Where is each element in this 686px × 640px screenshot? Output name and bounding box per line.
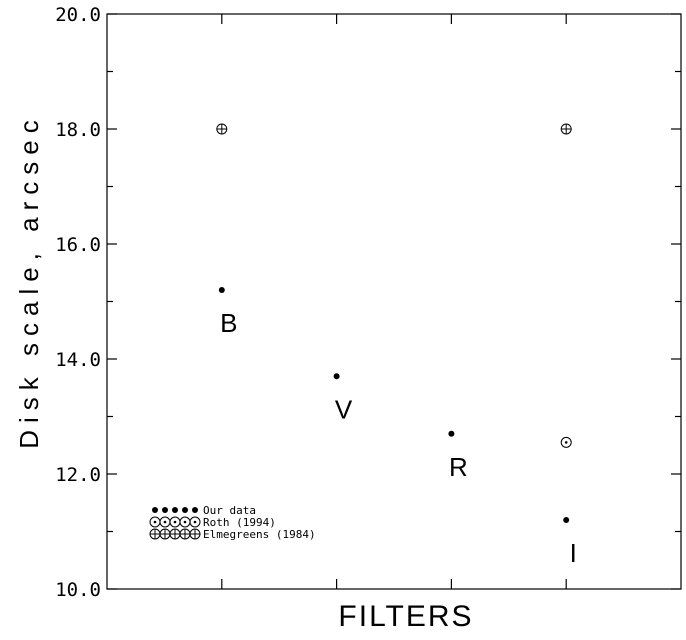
marker-center [153, 520, 157, 524]
marker-center [173, 520, 177, 524]
legend-marker [189, 528, 201, 540]
legend-label: Roth (1994) [203, 516, 276, 529]
data-point-0-V [333, 373, 340, 380]
legend-marker [149, 516, 161, 528]
marker-dot [563, 517, 570, 523]
legend-marker [172, 507, 178, 513]
data-points [216, 123, 572, 523]
filter-labels: B V R I [220, 308, 577, 568]
y-tick-label: 12.0 [55, 464, 101, 486]
marker-dot [172, 507, 178, 513]
legend-marker [189, 516, 201, 528]
legend-entry: Our data [152, 504, 256, 517]
legend-label: Our data [203, 504, 256, 517]
filter-label-V: V [335, 394, 353, 424]
x-axis-title: FILTERS [338, 600, 473, 633]
marker-dot [218, 287, 225, 293]
marker-center [183, 520, 187, 524]
filter-label-I: I [570, 538, 577, 568]
marker-dot [192, 507, 198, 513]
legend-marker [179, 528, 191, 540]
y-axis-tick-labels: 10.0 12.0 14.0 16.0 18.0 20.0 [55, 4, 101, 601]
data-point-0-B [218, 287, 225, 293]
x-axis-ticks [221, 14, 567, 589]
legend-marker [149, 528, 161, 540]
marker-dot [152, 507, 158, 513]
legend-marker [179, 516, 191, 528]
y-axis-title: Disk scale, arcsec [14, 113, 44, 449]
marker-ring [189, 516, 201, 528]
legend-entry: Elmegreens (1984) [149, 528, 316, 541]
marker-center [193, 520, 197, 524]
y-tick-label: 14.0 [55, 349, 101, 371]
legend-marker [159, 528, 171, 540]
data-point-0-I [563, 517, 570, 523]
filter-label-B: B [220, 308, 237, 338]
marker-center [564, 441, 568, 444]
legend-marker [169, 528, 181, 540]
legend-label: Elmegreens (1984) [203, 528, 316, 541]
marker-dot [162, 507, 168, 513]
legend-marker [159, 516, 171, 528]
legend-marker [152, 507, 158, 513]
marker-ring [560, 436, 572, 448]
y-tick-label: 20.0 [55, 4, 101, 26]
y-tick-label: 18.0 [55, 119, 101, 141]
filter-label-R: R [449, 452, 468, 482]
data-point-2-B [216, 123, 228, 135]
y-tick-label: 16.0 [55, 234, 101, 256]
data-point-1-I [560, 436, 572, 448]
y-axis-ticks [107, 13, 681, 590]
plot-frame [106, 13, 682, 590]
data-point-0-R [448, 430, 455, 437]
marker-dot [448, 430, 455, 437]
marker-dot [182, 507, 188, 513]
legend-entry: Roth (1994) [149, 516, 276, 529]
legend-marker [162, 507, 168, 513]
y-tick-label: 10.0 [55, 579, 101, 601]
legend-marker [169, 516, 181, 528]
marker-dot [333, 373, 340, 380]
legend-marker [192, 507, 198, 513]
legend-marker [182, 507, 188, 513]
data-point-2-I [560, 123, 572, 135]
marker-center [163, 520, 167, 524]
